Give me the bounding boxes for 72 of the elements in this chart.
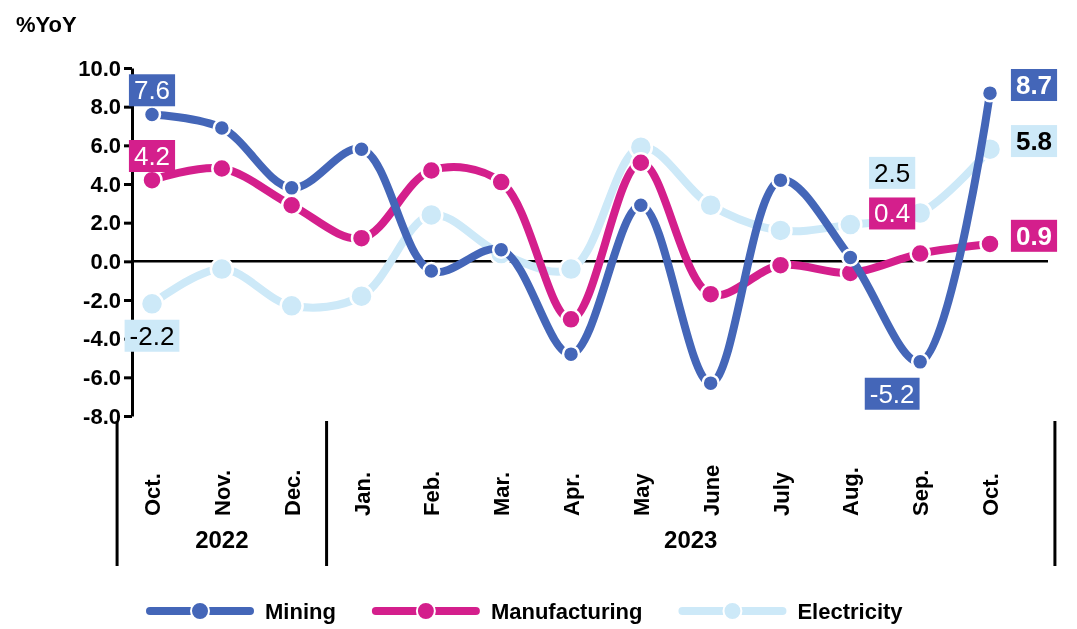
point [771,170,790,190]
point [280,194,303,217]
y-tick-label: 0.0 [90,248,121,274]
point [910,352,930,372]
data-label: 7.6 [133,75,171,106]
x-tick-label: Nov. [209,469,235,516]
point [141,169,163,191]
x-tick-label: Oct. [978,473,1003,516]
data-label: 2.5 [874,157,911,188]
point [699,283,722,305]
point [561,344,581,364]
text: 2022 [195,526,249,553]
point [560,308,582,331]
point [631,196,651,215]
point [768,218,793,243]
point [349,283,374,309]
legend-label: Mining [265,599,336,624]
point [139,291,165,317]
data-label: 8.7 [1015,70,1053,101]
point [838,212,863,237]
data-label: 5.8 [1015,126,1053,157]
y-tick-label: 4.0 [90,171,121,197]
x-tick-label: Mar. [489,471,515,516]
point [212,118,232,138]
point [279,293,304,319]
point [420,159,443,182]
y-tick-label: 2.0 [90,210,121,236]
data-label: 0.9 [1015,220,1053,251]
y-axis-title: %YoY [16,12,78,37]
y-tick-label: -8.0 [83,403,121,429]
legend-label: Electricity [797,599,904,624]
y-tick-label: -4.0 [83,326,121,352]
y-tick-label: -6.0 [83,364,121,390]
x-tick-label: May [628,472,654,516]
x-tick-label: Apr. [559,473,584,516]
data-label: -2.2 [129,320,175,351]
point [698,193,723,218]
point [490,171,512,193]
point [209,256,235,282]
point [491,240,511,259]
y-tick-label: 8.0 [90,94,121,120]
y-tick-label: 6.0 [90,132,121,158]
x-tick-label: Oct. [140,473,165,516]
y-tick-label: 10.0 [78,55,121,81]
point [980,83,1000,103]
x-tick-label: June [698,464,724,516]
point [419,202,444,228]
point [841,248,860,267]
x-tick-label: Sep. [908,469,934,516]
point [211,157,233,180]
point [630,151,652,174]
x-tick-label: Dec. [279,469,305,516]
point [282,178,301,198]
data-label: 4.2 [133,141,171,172]
point [769,254,792,276]
point [558,256,584,282]
point [909,242,931,265]
point [352,139,371,159]
x-tick-label: Jan. [349,471,375,516]
point [701,373,720,393]
x-tick-label: Aug. [838,467,864,516]
data-label: 0.4 [874,198,911,229]
y-tick-label: -2.0 [83,287,121,313]
point [422,261,441,281]
point [142,105,162,124]
x-tick-label: July [768,471,794,516]
point [350,227,373,249]
text: 2023 [664,526,718,553]
x-tick-label: Feb. [419,470,445,516]
data-label: -5.2 [869,378,915,409]
point [979,233,1001,255]
legend-label: Manufacturing [490,599,643,624]
